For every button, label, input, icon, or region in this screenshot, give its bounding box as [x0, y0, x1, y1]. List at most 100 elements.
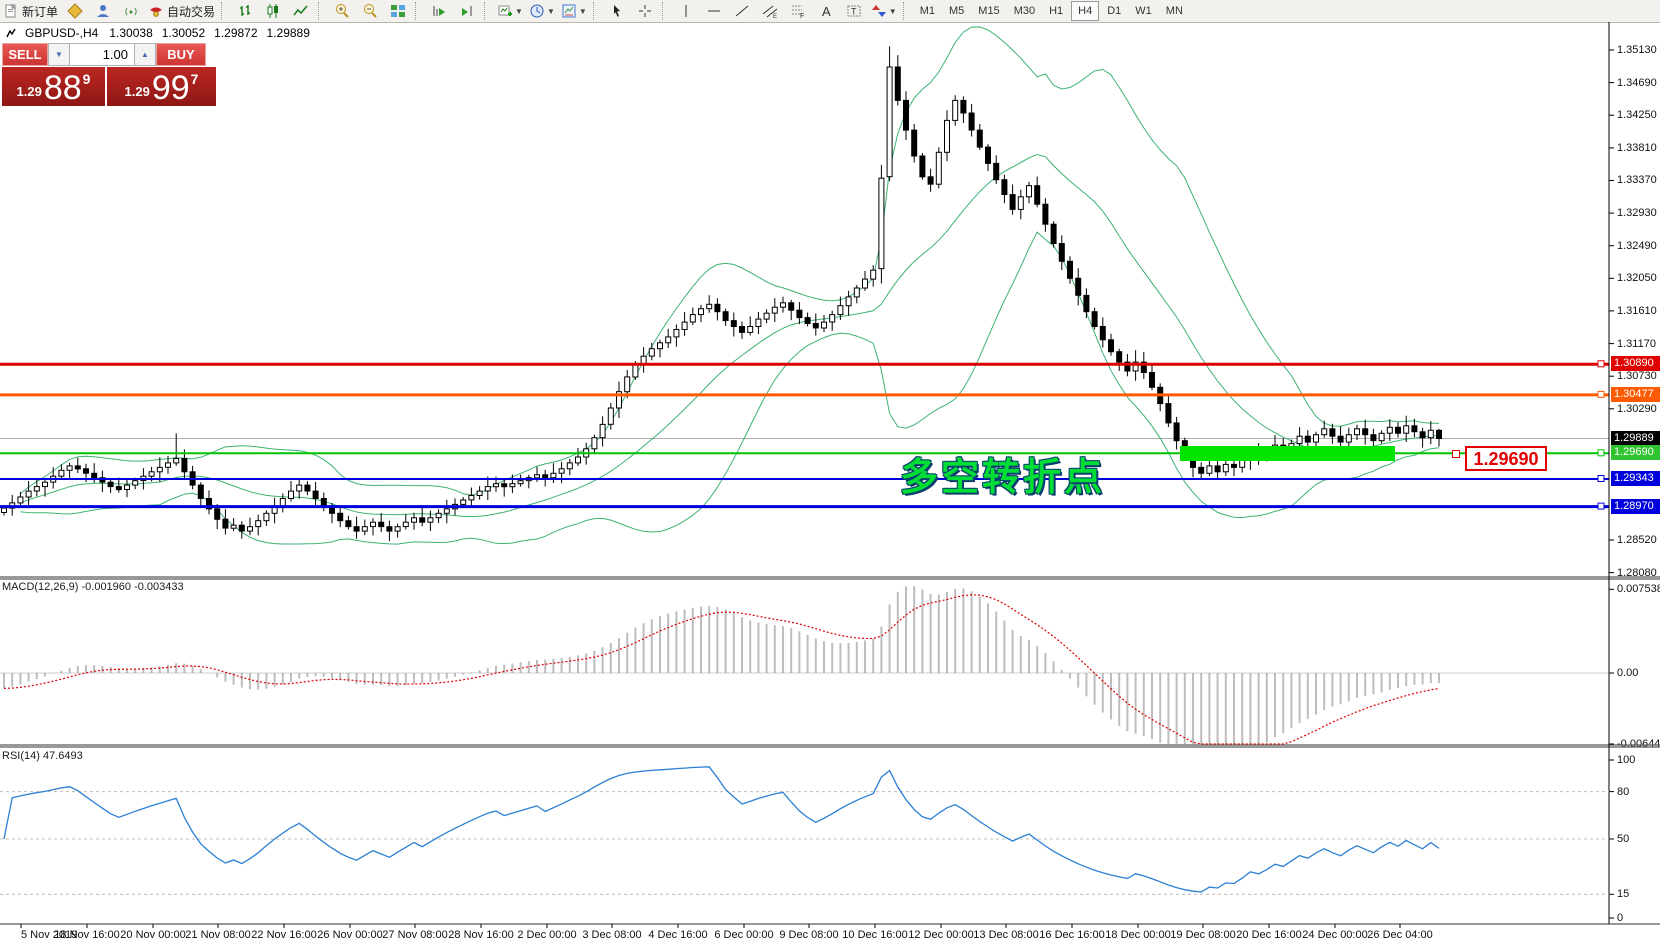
timeframe-m5-button[interactable]: M5 — [949, 5, 965, 17]
line-anchor-handle[interactable] — [1597, 390, 1605, 398]
volume-increase-button[interactable]: ▲ — [134, 43, 156, 66]
candle — [427, 517, 434, 523]
line-chart-icon — [293, 5, 308, 16]
sell-button[interactable]: SELL — [2, 43, 48, 66]
terminal-icon — [97, 5, 110, 17]
bar-chart-button[interactable] — [232, 1, 258, 21]
line-anchor-handle[interactable] — [1597, 449, 1605, 457]
candle — [411, 517, 417, 523]
trendline-button[interactable] — [729, 1, 755, 21]
profiles-button[interactable]: ▼ — [527, 1, 557, 21]
svg-text:F: F — [800, 13, 804, 19]
timeframe-mn-button[interactable]: MN — [1165, 5, 1183, 17]
svg-text:A: A — [822, 4, 831, 19]
terminal-button[interactable] — [90, 1, 116, 21]
volume-decrease-button[interactable]: ▼ — [48, 43, 70, 66]
candle — [181, 458, 188, 473]
time-axis-label: 28 Nov 16:00 — [448, 929, 514, 941]
timeframe-d1-button[interactable]: D1 — [1107, 5, 1122, 17]
candle — [722, 311, 729, 322]
candle — [558, 468, 565, 474]
candle — [279, 498, 286, 507]
text-label-button[interactable]: T — [841, 1, 867, 21]
candle — [493, 483, 499, 488]
timeframe-m15-button[interactable]: M15 — [978, 5, 1000, 17]
arrows-button[interactable]: ▼ — [869, 1, 899, 21]
line-chart-button[interactable] — [288, 1, 314, 21]
volume-input[interactable] — [70, 43, 134, 66]
candle — [115, 486, 122, 491]
candle — [1034, 185, 1041, 205]
text-button[interactable]: A — [813, 1, 839, 21]
candle — [821, 321, 827, 329]
support-zone-rectangle[interactable] — [1180, 446, 1395, 461]
zoom-out-button[interactable] — [357, 1, 383, 21]
candle — [1370, 434, 1377, 442]
macd-histogram — [3, 586, 1440, 744]
signals-button[interactable] — [118, 1, 144, 21]
candle — [714, 303, 721, 313]
fibonacci-button[interactable]: F — [785, 1, 811, 21]
price-tag-label[interactable]: 1.29690 — [1465, 446, 1547, 471]
equidistant-channel-icon: E — [762, 5, 778, 19]
rsi-axis-tick: 0 — [1617, 912, 1624, 924]
candle — [484, 486, 491, 492]
candle — [993, 162, 1000, 181]
candlestick-chart-button[interactable] — [260, 1, 286, 21]
bar-chart-icon — [240, 5, 251, 16]
buy-button[interactable]: BUY — [156, 43, 206, 66]
arrows-icon — [871, 5, 886, 17]
templates-button[interactable]: ▼ — [559, 1, 589, 21]
candle — [206, 498, 212, 510]
chart-shift-button[interactable] — [454, 1, 480, 21]
price-tag-handle[interactable] — [1452, 450, 1460, 458]
horizontal-line-button[interactable] — [701, 1, 727, 21]
timeframe-h4-button[interactable]: H4 — [1071, 1, 1100, 21]
candle — [1075, 277, 1082, 296]
rsi-axis-tick: 15 — [1617, 888, 1630, 900]
cursor-button[interactable] — [604, 1, 630, 21]
candle — [443, 508, 450, 514]
time-axis-label: 3 Dec 08:00 — [582, 929, 642, 941]
candle — [1026, 185, 1032, 198]
candle — [681, 321, 688, 331]
equidistant-channel-button[interactable]: E — [757, 1, 783, 21]
auto-scroll-button[interactable] — [426, 1, 452, 21]
chart-quote-bar: GBPUSD-,H4 1.30038 1.30052 1.29872 1.298… — [6, 26, 310, 40]
candle — [771, 306, 778, 314]
candle — [1116, 351, 1123, 363]
candle — [1173, 422, 1180, 442]
candle — [730, 320, 737, 328]
timeframe-w1-button[interactable]: W1 — [1135, 5, 1152, 17]
candle — [927, 176, 934, 185]
candle — [566, 462, 573, 470]
crosshair-button[interactable] — [632, 1, 658, 21]
level-price-badge: 1.30477 — [1611, 387, 1660, 402]
autotrading-label: 自动交易 — [167, 4, 216, 19]
time-axis-label: 18 Dec 00:00 — [1105, 929, 1171, 941]
candle — [361, 526, 368, 532]
vertical-line-button[interactable] — [673, 1, 699, 21]
candle — [550, 472, 557, 479]
charts-button[interactable] — [62, 1, 88, 21]
line-anchor-handle[interactable] — [1597, 502, 1605, 510]
candle — [124, 484, 130, 491]
line-anchor-handle[interactable] — [1597, 360, 1605, 368]
line-anchor-handle[interactable] — [1597, 475, 1605, 482]
timeframe-m1-button[interactable]: M1 — [919, 5, 935, 17]
profiles-icon — [530, 4, 544, 18]
tile-windows-button[interactable] — [385, 1, 411, 21]
autotrading-button[interactable]: 自动交易 — [146, 1, 217, 21]
candle — [1411, 425, 1418, 433]
candle — [870, 269, 877, 280]
sell-price-button[interactable]: 1.29 88 9 — [2, 67, 105, 106]
candle — [83, 468, 89, 474]
timeframe-m30-button[interactable]: M30 — [1013, 5, 1036, 17]
new-order-button[interactable]: 新订单 — [1, 1, 60, 21]
new-chart-button[interactable]: ▼ — [495, 1, 525, 21]
buy-price-button[interactable]: 1.29 99 7 — [107, 67, 216, 106]
timeframe-h1-button[interactable]: H1 — [1049, 5, 1064, 17]
price-axis-tick: 1.32930 — [1617, 207, 1657, 219]
zoom-in-button[interactable] — [329, 1, 355, 21]
